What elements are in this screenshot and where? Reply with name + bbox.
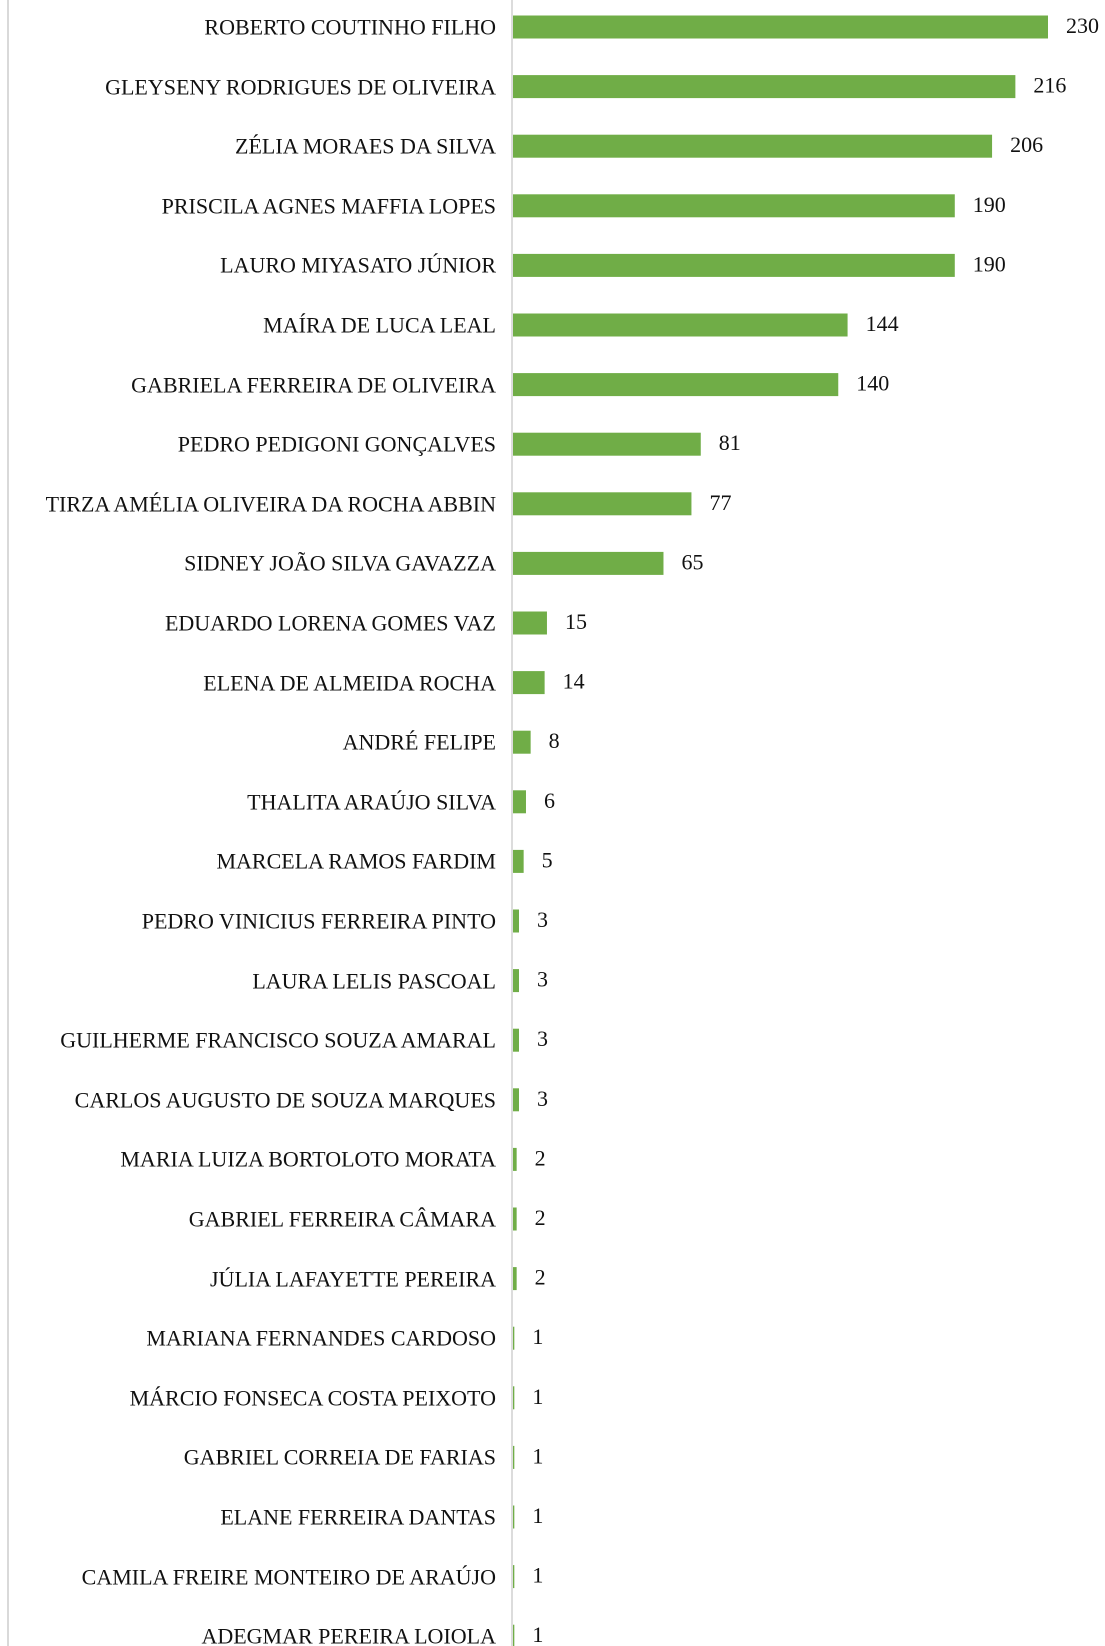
bar	[513, 134, 993, 158]
category-label: PEDRO PEDIGONI GONÇALVES	[177, 431, 496, 457]
bar	[513, 373, 839, 397]
category-label: PEDRO VINICIUS FERREIRA PINTO	[141, 908, 496, 934]
value-label: 1	[532, 1503, 543, 1528]
value-label: 206	[1010, 132, 1043, 157]
value-label: 6	[544, 788, 555, 813]
bar	[513, 909, 519, 933]
bar	[513, 1505, 515, 1529]
category-label: MÁRCIO FONSECA COSTA PEIXOTO	[129, 1385, 496, 1411]
bar	[513, 253, 955, 277]
category-label: ELANE FERREIRA DANTAS	[220, 1504, 496, 1530]
bar	[513, 1565, 515, 1589]
bar	[513, 1386, 515, 1410]
category-label: GUILHERME FRANCISCO SOUZA AMARAL	[60, 1027, 496, 1053]
category-label: MARIA LUIZA BORTOLOTO MORATA	[120, 1146, 496, 1172]
category-label: GLEYSENY RODRIGUES DE OLIVEIRA	[105, 74, 496, 100]
bar	[513, 1267, 517, 1291]
value-label: 5	[542, 847, 553, 872]
category-label: LAURA LELIS PASCOAL	[252, 968, 496, 994]
value-label: 230	[1066, 13, 1099, 38]
value-label: 216	[1033, 73, 1066, 98]
value-label: 3	[537, 1026, 548, 1051]
category-label: ADEGMAR PEREIRA LOIOLA	[201, 1623, 496, 1646]
bar	[513, 1326, 515, 1350]
value-label: 3	[537, 907, 548, 932]
value-label: 144	[866, 311, 899, 336]
bar	[513, 1445, 515, 1469]
bar	[513, 790, 526, 814]
category-label: ELENA DE ALMEIDA ROCHA	[203, 670, 496, 696]
bar	[513, 671, 545, 695]
category-label: PRISCILA AGNES MAFFIA LOPES	[161, 193, 496, 219]
value-label: 140	[856, 371, 889, 396]
value-label: 81	[719, 430, 741, 455]
value-label: 2	[535, 1265, 546, 1290]
bar	[513, 551, 664, 575]
value-label: 8	[549, 728, 560, 753]
bar	[513, 1207, 517, 1231]
value-label: 65	[681, 549, 703, 574]
category-label: ZÉLIA MORAES DA SILVA	[235, 133, 496, 159]
value-label: 3	[537, 967, 548, 992]
category-label: CAMILA FREIRE MONTEIRO DE ARAÚJO	[81, 1564, 496, 1590]
category-label: JÚLIA LAFAYETTE PEREIRA	[210, 1266, 496, 1292]
category-label: MARIANA FERNANDES CARDOSO	[146, 1325, 496, 1351]
category-label: ANDRÉ FELIPE	[342, 729, 496, 755]
value-label: 2	[535, 1145, 546, 1170]
category-label: THALITA ARAÚJO SILVA	[247, 789, 496, 815]
value-label: 1	[532, 1622, 543, 1646]
value-label: 190	[973, 192, 1006, 217]
bar	[513, 1147, 517, 1171]
category-label: TIRZA AMÉLIA OLIVEIRA DA ROCHA ABBIN	[45, 491, 496, 517]
category-label: EDUARDO LORENA GOMES VAZ	[164, 610, 496, 636]
bar	[513, 75, 1016, 99]
value-label: 77	[709, 490, 731, 515]
bar	[513, 313, 848, 337]
bar	[513, 969, 519, 993]
value-label: 1	[532, 1324, 543, 1349]
bar	[513, 1624, 515, 1646]
category-label: GABRIELA FERREIRA DE OLIVEIRA	[131, 372, 496, 398]
value-label: 1	[532, 1443, 543, 1468]
value-label: 15	[565, 609, 587, 634]
category-label: LAURO MIYASATO JÚNIOR	[220, 252, 496, 278]
value-label: 14	[563, 669, 585, 694]
category-label: SIDNEY JOÃO SILVA GAVAZZA	[184, 550, 496, 576]
bar	[513, 194, 955, 218]
bar	[513, 432, 701, 456]
category-label: ROBERTO COUTINHO FILHO	[204, 14, 496, 40]
value-label: 1	[532, 1563, 543, 1588]
bar	[513, 730, 531, 754]
value-label: 1	[532, 1384, 543, 1409]
bar	[513, 15, 1048, 39]
value-label: 2	[535, 1205, 546, 1230]
category-label: GABRIEL FERREIRA CÂMARA	[188, 1206, 496, 1232]
value-label: 190	[973, 251, 1006, 276]
bar	[513, 849, 524, 873]
category-label: MARCELA RAMOS FARDIM	[216, 848, 496, 874]
bar	[513, 1028, 519, 1052]
bar	[513, 492, 692, 516]
category-label: MAÍRA DE LUCA LEAL	[263, 312, 496, 338]
bar	[513, 1088, 519, 1112]
value-label: 3	[537, 1086, 548, 1111]
category-label: CARLOS AUGUSTO DE SOUZA MARQUES	[74, 1087, 496, 1113]
category-label: GABRIEL CORREIA DE FARIAS	[183, 1444, 496, 1470]
bar	[513, 611, 547, 635]
